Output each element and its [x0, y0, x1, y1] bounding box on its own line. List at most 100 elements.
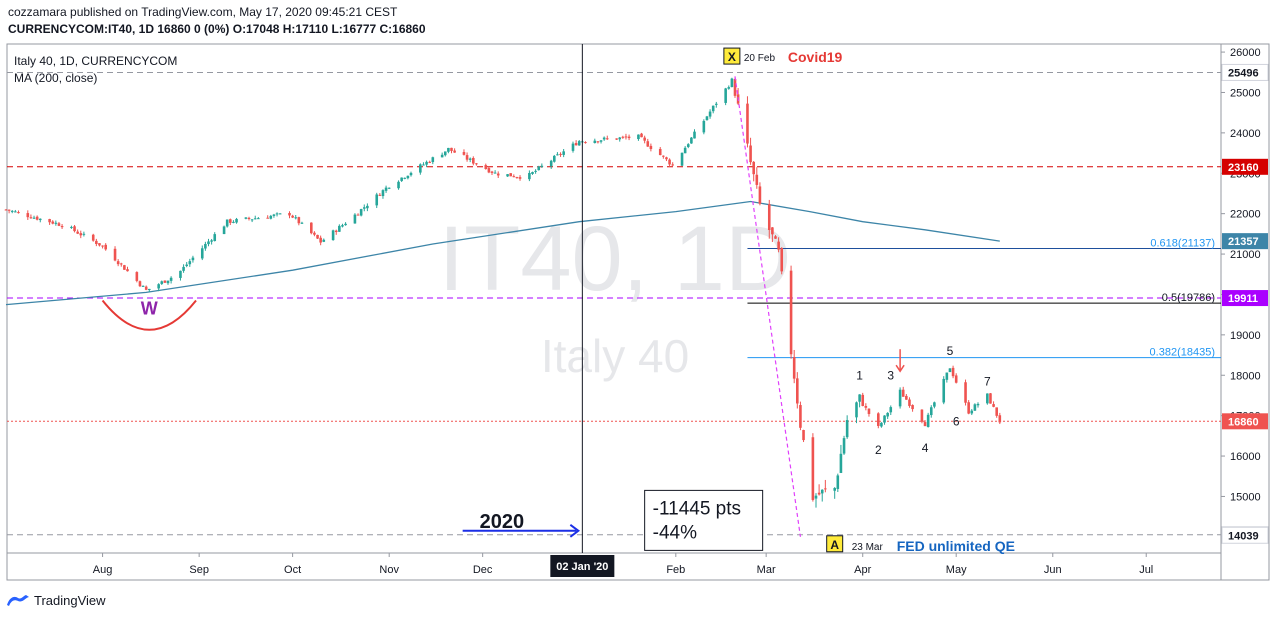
- candle-body: [7, 209, 11, 211]
- candle-body: [658, 148, 662, 156]
- candle-body: [422, 164, 425, 166]
- w-arc: [101, 299, 197, 331]
- candle-body: [76, 231, 79, 234]
- candle-body: [163, 280, 167, 283]
- candle-body: [250, 219, 254, 221]
- candle-body: [313, 232, 316, 235]
- time-tick-label: Sep: [189, 564, 209, 576]
- candle-body: [409, 172, 413, 176]
- candle-body: [431, 157, 435, 163]
- candle-body: [362, 207, 366, 209]
- candle-body: [182, 266, 185, 271]
- candle-body: [814, 495, 818, 499]
- candle-body: [79, 233, 83, 236]
- candle-body: [792, 357, 796, 379]
- candle-body: [32, 217, 36, 219]
- time-tick-label: Mar: [757, 564, 776, 576]
- candle-body: [864, 405, 868, 408]
- candle-body: [188, 261, 192, 265]
- candle-body: [621, 136, 625, 138]
- candle-body: [855, 402, 858, 418]
- chart-pane-border: [6, 43, 1270, 581]
- candle-body: [91, 234, 95, 241]
- candle-body: [4, 209, 8, 211]
- level-price-label: 23160: [1228, 162, 1259, 174]
- candle-body: [880, 422, 883, 427]
- candle-body: [758, 186, 762, 204]
- level-price-label: 25496: [1228, 67, 1259, 79]
- candle-body: [506, 174, 509, 177]
- candle-body: [400, 177, 403, 181]
- candle-body: [200, 248, 204, 259]
- level-price-badge: [1221, 526, 1269, 544]
- candle-body: [95, 240, 98, 244]
- candle-body: [923, 422, 927, 427]
- candle-body: [104, 244, 107, 250]
- axis-layer: 1400015000160001700018000190002000021000…: [93, 47, 1269, 577]
- candle-body: [406, 175, 410, 179]
- candle-body: [29, 217, 33, 219]
- candle-body: [926, 414, 930, 427]
- x-title-label: Covid19: [788, 49, 843, 65]
- candle-body: [549, 160, 553, 167]
- ma-price-badge: [1222, 233, 1268, 250]
- candle-body: [540, 165, 544, 167]
- wave-label: 1: [856, 368, 863, 382]
- candle-body: [596, 141, 600, 143]
- candle-body: [780, 248, 784, 272]
- candle-body: [266, 217, 269, 219]
- drop-pts-label: -11445 pts: [653, 498, 741, 519]
- candle-body: [207, 241, 210, 245]
- candle-body: [920, 409, 924, 422]
- candle-body: [493, 172, 497, 174]
- candle-body: [562, 151, 565, 155]
- candle-body: [693, 131, 696, 139]
- a-marker-label: A: [830, 538, 839, 552]
- candle-body: [665, 157, 668, 160]
- candle-body: [898, 389, 902, 407]
- candle-body: [556, 154, 559, 156]
- x-marker-label: X: [728, 50, 736, 64]
- candle-body: [618, 137, 622, 140]
- a-title-label: FED unlimited QE: [897, 538, 1015, 554]
- wave-label: 7: [984, 374, 991, 388]
- candle-body: [733, 78, 737, 96]
- candle-body: [836, 475, 840, 489]
- candle-body: [730, 78, 734, 87]
- candle-body: [512, 176, 516, 178]
- level-layer: 0.618(21137) 0.5(19786) 0.382(18435): [7, 71, 1221, 536]
- candle-body: [624, 136, 628, 138]
- candle-body: [945, 372, 949, 380]
- candle-body: [98, 243, 101, 246]
- candle-body: [615, 138, 618, 140]
- candle-body: [998, 415, 1002, 423]
- candle-body: [341, 225, 344, 227]
- candle-body: [584, 142, 587, 144]
- candle-body: [384, 187, 388, 191]
- time-tick-label: Apr: [854, 564, 871, 576]
- drop-box: [644, 489, 764, 551]
- candle-body: [73, 226, 76, 232]
- candle-body: [771, 227, 774, 235]
- candle-body: [403, 177, 407, 179]
- candle-body: [671, 164, 674, 166]
- candle-body: [883, 415, 886, 423]
- candle-body: [17, 212, 20, 214]
- candle-layer: [4, 77, 1002, 508]
- candle-body: [210, 240, 213, 242]
- candle-body: [179, 270, 182, 278]
- x-to-a-line: [734, 76, 802, 537]
- candle-body: [702, 120, 706, 133]
- candle-body: [487, 168, 491, 173]
- tradingview-footer[interactable]: TradingView: [6, 590, 106, 610]
- candle-body: [705, 116, 709, 121]
- candle-body: [419, 164, 422, 173]
- candle-body: [637, 134, 640, 140]
- fib-level-label: 0.618(21137): [1150, 238, 1215, 250]
- candle-body: [141, 285, 145, 287]
- a-marker-box: [826, 535, 844, 553]
- candle-body: [817, 492, 821, 495]
- candle-body: [387, 187, 391, 189]
- candle-body: [425, 161, 428, 165]
